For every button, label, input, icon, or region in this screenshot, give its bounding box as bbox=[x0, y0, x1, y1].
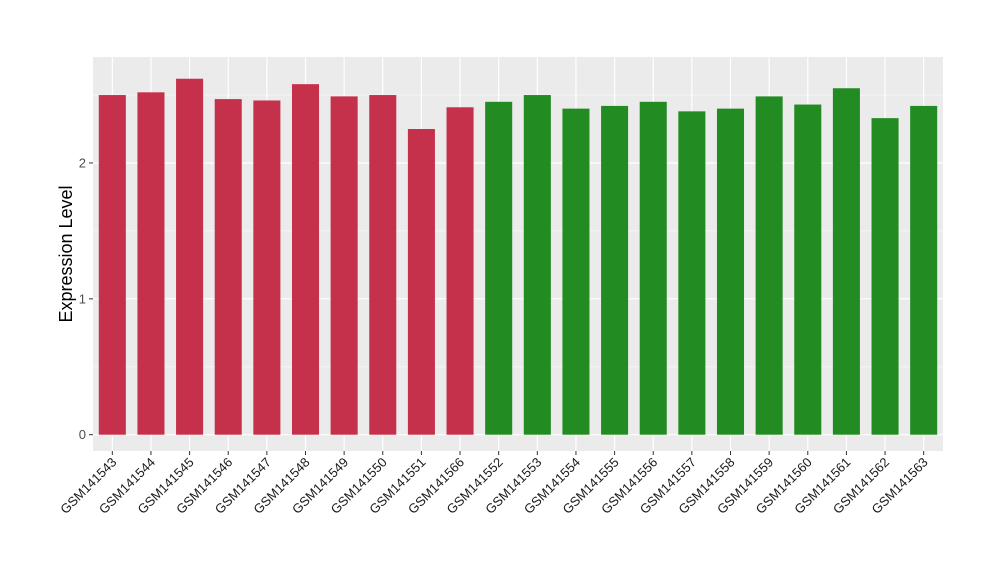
bar-GSM141563 bbox=[910, 105, 938, 435]
bar-GSM141553 bbox=[523, 95, 551, 435]
bar-GSM141543 bbox=[98, 95, 126, 435]
bar-GSM141562 bbox=[871, 118, 899, 435]
bar-GSM141558 bbox=[716, 108, 745, 435]
bar-GSM141557 bbox=[678, 111, 706, 435]
y-tick-label: 1 bbox=[79, 291, 86, 306]
y-axis-title: Expression Level bbox=[56, 185, 76, 322]
y-tick-label: 2 bbox=[79, 155, 86, 170]
bar-GSM141556 bbox=[639, 101, 667, 435]
bar-GSM141547 bbox=[253, 100, 281, 435]
bar-GSM141559 bbox=[755, 96, 783, 435]
x-axis: GSM141543GSM141544GSM141545GSM141546GSM1… bbox=[57, 451, 931, 517]
y-axis: 0 1 2 bbox=[79, 155, 93, 442]
bar-GSM141560 bbox=[794, 104, 822, 435]
bar-GSM141566 bbox=[446, 107, 474, 435]
y-tick-label: 0 bbox=[79, 427, 86, 442]
bar-GSM141552 bbox=[485, 101, 513, 435]
bar-GSM141545 bbox=[176, 78, 204, 435]
bar-GSM141554 bbox=[562, 108, 590, 435]
bar-GSM141549 bbox=[330, 96, 358, 435]
bars-group bbox=[98, 78, 938, 435]
bar-GSM141550 bbox=[369, 95, 397, 435]
bar-GSM141555 bbox=[601, 105, 629, 435]
bar-GSM141544 bbox=[137, 92, 165, 435]
bar-GSM141548 bbox=[291, 84, 320, 435]
bar-GSM141551 bbox=[407, 129, 435, 435]
bar-GSM141561 bbox=[832, 88, 860, 435]
bar-GSM141546 bbox=[214, 99, 242, 435]
